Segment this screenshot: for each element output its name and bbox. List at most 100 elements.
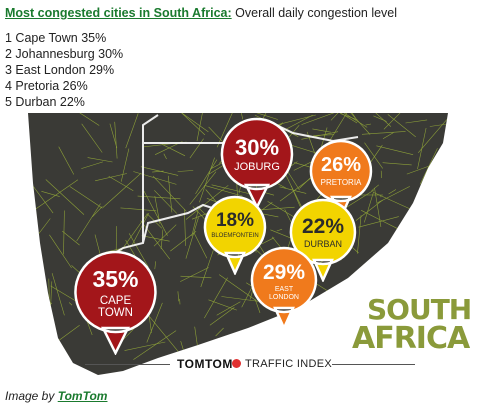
road-line: [48, 278, 50, 302]
road-line: [279, 186, 307, 194]
road-line: [28, 360, 64, 369]
road-line: [196, 376, 203, 378]
road-line: [137, 195, 181, 200]
road-line: [276, 114, 316, 126]
road-line: [69, 186, 103, 209]
road-line: [361, 131, 406, 135]
road-line: [154, 196, 161, 224]
road-line: [211, 184, 251, 195]
road-line: [41, 191, 60, 197]
road-line: [168, 113, 209, 133]
road-line: [120, 207, 157, 212]
road-line: [215, 327, 224, 337]
road-line: [285, 114, 313, 130]
tomtom-logo-icon: [232, 359, 241, 368]
road-line: [254, 299, 261, 314]
road-line: [365, 123, 372, 126]
road-line: [177, 291, 180, 302]
road-line: [364, 191, 374, 223]
congestion-infographic: 35% CAPE TOWN 30% JOBURG 26% PRETORIA 18…: [28, 113, 490, 378]
road-line: [120, 148, 130, 182]
divider: [85, 364, 170, 365]
road-line: [95, 173, 127, 182]
road-line: [161, 144, 186, 157]
road-line: [196, 113, 205, 141]
road-line: [373, 192, 411, 210]
bubble-city-name: BLOEMFONTEIN: [211, 233, 259, 239]
road-line: [87, 157, 113, 163]
road-line: [68, 302, 73, 306]
header-subtitle: Overall daily congestion level: [235, 6, 398, 20]
bubble-durban: 22% DURBAN: [289, 198, 357, 282]
bubble-percent: 35%: [92, 266, 139, 292]
road-line: [439, 161, 448, 187]
road-line: [109, 123, 118, 149]
bubble-percent: 30%: [234, 135, 280, 160]
bubble-east-london: 29% EAST LONDON: [250, 246, 318, 330]
road-line: [102, 173, 142, 208]
road-line: [28, 363, 34, 375]
road-line: [195, 159, 218, 195]
road-line: [92, 206, 103, 218]
road-line: [208, 299, 237, 311]
road-line: [276, 228, 283, 232]
credit-link[interactable]: TomTom: [57, 389, 108, 403]
road-line: [301, 131, 339, 140]
road-line: [417, 113, 448, 153]
road-line: [193, 232, 208, 259]
bubble-bloemfontein: 18% BLOEMFONTEIN: [203, 195, 267, 275]
road-line: [141, 235, 170, 242]
road-line: [405, 119, 428, 124]
road-line: [33, 358, 36, 371]
road-line: [417, 127, 427, 170]
road-line: [387, 114, 416, 138]
road-line: [374, 187, 382, 227]
road-line: [376, 145, 414, 155]
bubble-city-name: EAST: [274, 286, 294, 293]
road-line: [330, 113, 368, 121]
road-line: [279, 173, 317, 202]
bubble-city-name: DURBAN: [303, 239, 342, 249]
ranking-item: 1 Cape Town 35%: [5, 31, 107, 45]
road-line: [34, 179, 79, 211]
south-africa-logo-line1: SOUTH: [367, 293, 472, 326]
road-line: [152, 175, 187, 212]
road-line: [358, 216, 399, 228]
bubble-cape-town: 35% CAPE TOWN: [73, 250, 158, 355]
bubble-city-name: LONDON: [269, 294, 299, 301]
road-line: [143, 190, 168, 236]
road-line: [108, 175, 134, 191]
road-line: [216, 113, 237, 148]
road-line: [189, 171, 217, 205]
road-line: [322, 113, 368, 128]
road-line: [153, 224, 177, 247]
traffic-index-label: TRAFFIC INDEX: [245, 358, 333, 370]
road-line: [382, 162, 412, 166]
title-link[interactable]: Most congested cities in South Africa:: [5, 6, 232, 20]
road-line: [361, 210, 401, 231]
bubble-percent: 29%: [262, 261, 306, 284]
road-line: [58, 146, 75, 175]
road-line: [124, 341, 166, 351]
tomtom-traffic-index-bar: TOMTOM TRAFFIC INDEX: [85, 355, 415, 373]
road-line: [131, 212, 149, 247]
road-line: [154, 190, 178, 214]
road-line: [189, 138, 204, 159]
road-line: [125, 113, 139, 149]
road-line: [128, 233, 149, 268]
road-line: [144, 310, 181, 355]
road-line: [177, 170, 194, 172]
road-line: [312, 128, 331, 133]
road-line: [221, 296, 259, 302]
road-line: [70, 113, 100, 126]
bubble-city-name: PRETORIA: [320, 178, 362, 187]
road-line: [377, 186, 410, 203]
road-line: [76, 203, 101, 242]
road-line: [81, 161, 103, 169]
road-line: [62, 230, 80, 246]
road-line: [388, 189, 397, 195]
ranking-item: 2 Johannesburg 30%: [5, 47, 124, 61]
road-line: [248, 113, 278, 120]
credit-prefix: Image by: [5, 389, 55, 403]
road-line: [355, 199, 383, 221]
